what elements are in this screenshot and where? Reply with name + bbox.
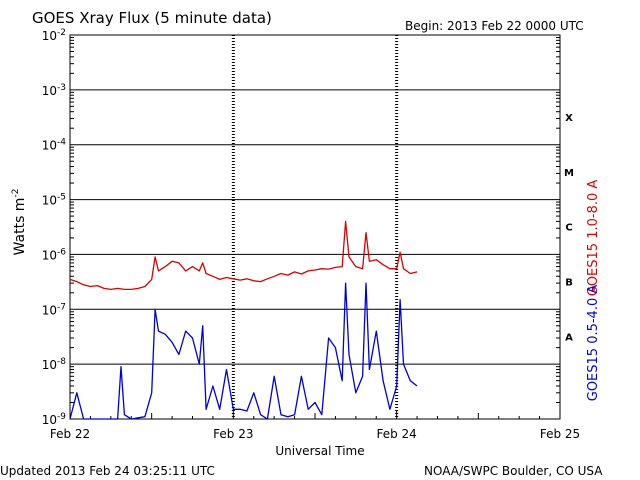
updated-timestamp: Updated 2013 Feb 24 03:25:11 UTC — [0, 464, 215, 478]
x-tick-label: Feb 23 — [213, 427, 253, 441]
y-tick-base: 10 — [42, 29, 57, 43]
y-tick-label: 10-3 — [42, 83, 66, 98]
y-tick-exponent: -5 — [57, 193, 66, 203]
flare-class-label: B — [565, 278, 573, 289]
y-tick-exponent: -3 — [57, 83, 66, 93]
y-tick-base: 10 — [42, 413, 57, 427]
y-tick-exponent: -7 — [57, 302, 66, 312]
y-tick-exponent: -4 — [57, 138, 66, 148]
legend-long-channel: GOES15 1.0-8.0 A — [586, 180, 601, 297]
flare-class-label: A — [565, 332, 573, 343]
y-axis-label-exponent: -2 — [11, 189, 21, 198]
x-tick-label: Feb 25 — [540, 427, 580, 441]
series-line-short-channel — [69, 282, 418, 420]
y-tick-exponent: -6 — [57, 247, 66, 257]
y-tick-base: 10 — [42, 303, 57, 317]
y-tick-label: 10-7 — [42, 302, 66, 317]
y-tick-base: 10 — [42, 358, 57, 372]
y-tick-exponent: -8 — [57, 357, 66, 367]
credit-label: NOAA/SWPC Boulder, CO USA — [424, 464, 603, 478]
y-axis-label-text: Watts m — [12, 198, 28, 256]
flare-class-label: X — [565, 113, 573, 124]
flare-class-label: M — [564, 168, 574, 179]
y-tick-exponent: -9 — [57, 412, 66, 422]
y-tick-label: 10-5 — [42, 193, 66, 208]
y-tick-base: 10 — [42, 194, 57, 208]
y-tick-label: 10-8 — [42, 357, 67, 372]
y-tick-base: 10 — [42, 248, 57, 262]
y-tick-label: 10-9 — [42, 412, 67, 427]
flare-class-label: C — [565, 223, 572, 234]
y-axis-label: Watts m-2 — [11, 189, 28, 256]
x-tick-label: Feb 22 — [50, 427, 90, 441]
y-tick-label: 10-6 — [42, 247, 67, 262]
y-tick-base: 10 — [42, 84, 57, 98]
y-tick-label: 10-4 — [42, 138, 67, 153]
legend-short-channel: GOES15 0.5-4.0 A — [586, 285, 601, 402]
series-line-long-channel — [69, 220, 418, 291]
chart-title: GOES Xray Flux (5 minute data) — [32, 9, 272, 27]
plot-frame — [69, 34, 561, 420]
y-tick-base: 10 — [42, 139, 57, 153]
x-axis-label: Universal Time — [275, 444, 364, 458]
x-tick-label: Feb 24 — [376, 427, 416, 441]
y-tick-label: 10-2 — [42, 28, 66, 43]
begin-date-label: Begin: 2013 Feb 22 0000 UTC — [405, 19, 584, 33]
y-tick-exponent: -2 — [57, 28, 66, 38]
